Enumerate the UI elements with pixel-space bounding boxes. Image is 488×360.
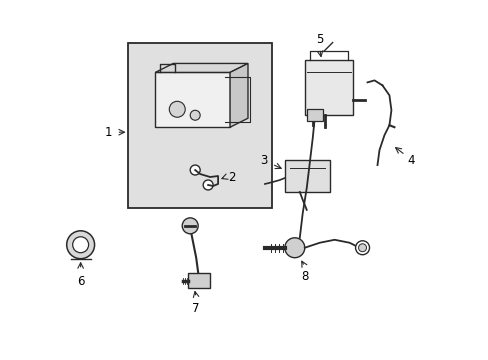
- Circle shape: [169, 101, 185, 117]
- Bar: [285, 160, 329, 192]
- Text: 1: 1: [105, 126, 112, 139]
- Polygon shape: [229, 63, 247, 127]
- Bar: [128, 42, 271, 208]
- Text: 3: 3: [260, 154, 267, 167]
- Bar: [188, 273, 210, 288]
- Circle shape: [203, 180, 213, 190]
- Circle shape: [73, 237, 88, 253]
- Text: 2: 2: [227, 171, 235, 184]
- Text: 7: 7: [192, 302, 200, 315]
- Bar: [306, 109, 322, 121]
- Text: 6: 6: [77, 275, 84, 288]
- Bar: [304, 60, 352, 115]
- Circle shape: [285, 238, 304, 258]
- Circle shape: [355, 241, 369, 255]
- Circle shape: [190, 165, 200, 175]
- Polygon shape: [155, 63, 247, 72]
- Text: 4: 4: [407, 154, 414, 167]
- Text: 8: 8: [301, 270, 308, 283]
- Circle shape: [358, 244, 366, 252]
- Text: 5: 5: [315, 32, 323, 45]
- Circle shape: [190, 110, 200, 120]
- Circle shape: [66, 231, 94, 259]
- Bar: [155, 72, 229, 127]
- Circle shape: [182, 218, 198, 234]
